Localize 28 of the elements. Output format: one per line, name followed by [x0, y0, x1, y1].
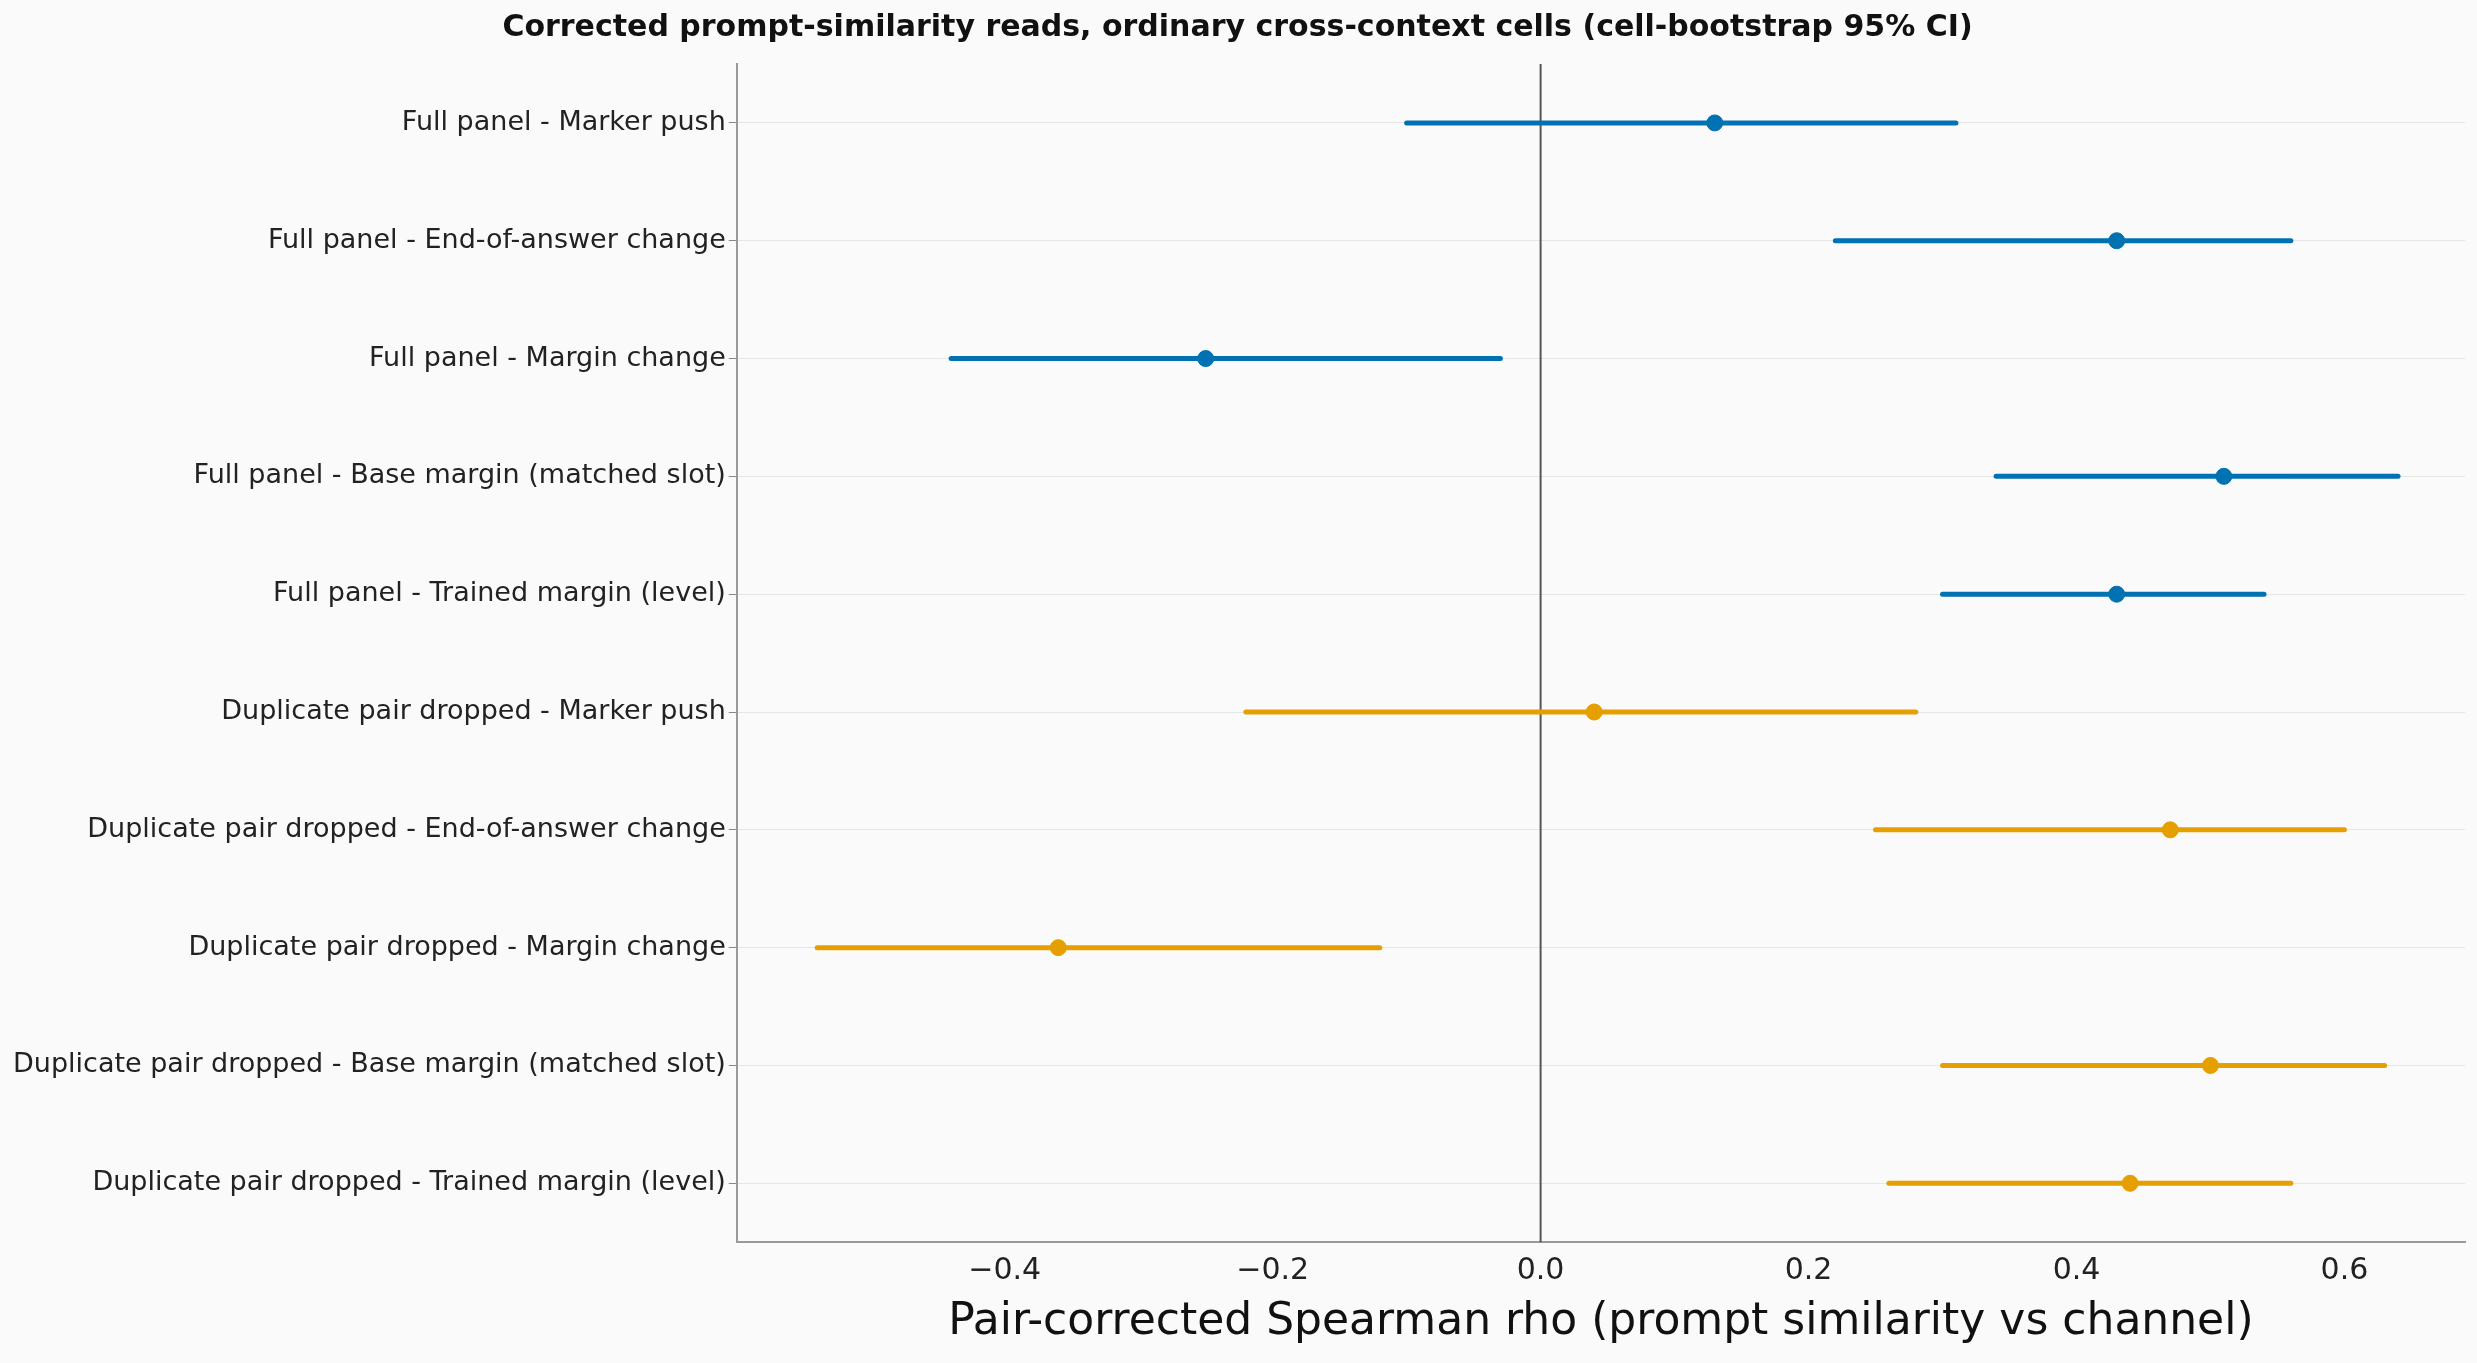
- x-tick-label: 0.4: [2052, 1251, 2101, 1286]
- point: [2108, 585, 2126, 603]
- y-tick-label: Duplicate pair dropped - Base margin (matched slot): [12, 1047, 726, 1079]
- point: [1049, 939, 1067, 957]
- y-tick-label: Duplicate pair dropped - End-of-answer change: [87, 811, 726, 843]
- point: [2161, 821, 2179, 839]
- point: [2201, 1056, 2219, 1074]
- x-axis-title: Pair-corrected Spearman rho (prompt similarity vs channel): [948, 1293, 2254, 1345]
- y-tick-label: Duplicate pair dropped - Margin change: [188, 929, 726, 961]
- x-tick-label: 0.6: [2320, 1251, 2369, 1286]
- chart-title: Corrected prompt-similarity reads, ordinary cross-context cells (cell-bootstrap 95% CI): [502, 7, 1973, 43]
- point: [2121, 1174, 2139, 1192]
- point: [1706, 114, 1724, 132]
- y-tick-label: Full panel - Margin change: [369, 340, 726, 372]
- y-tick-label: Full panel - Base margin (matched slot): [193, 458, 726, 490]
- y-tick-label: Full panel - Trained margin (level): [273, 576, 726, 608]
- point: [1585, 703, 1603, 721]
- x-tick-label: 0.2: [1784, 1251, 1833, 1286]
- y-tick-label: Full panel - End-of-answer change: [267, 222, 726, 254]
- y-tick-label: Full panel - Marker push: [401, 104, 726, 136]
- x-tick-label: −0.4: [968, 1251, 1042, 1286]
- point: [1197, 350, 1215, 368]
- point: [2215, 467, 2233, 485]
- point: [2108, 232, 2126, 250]
- y-tick-label: Duplicate pair dropped - Marker push: [221, 694, 726, 726]
- x-tick-label: 0.0: [1516, 1251, 1565, 1286]
- y-tick-label: Duplicate pair dropped - Trained margin (level): [92, 1165, 726, 1197]
- x-tick-label: −0.2: [1236, 1251, 1310, 1286]
